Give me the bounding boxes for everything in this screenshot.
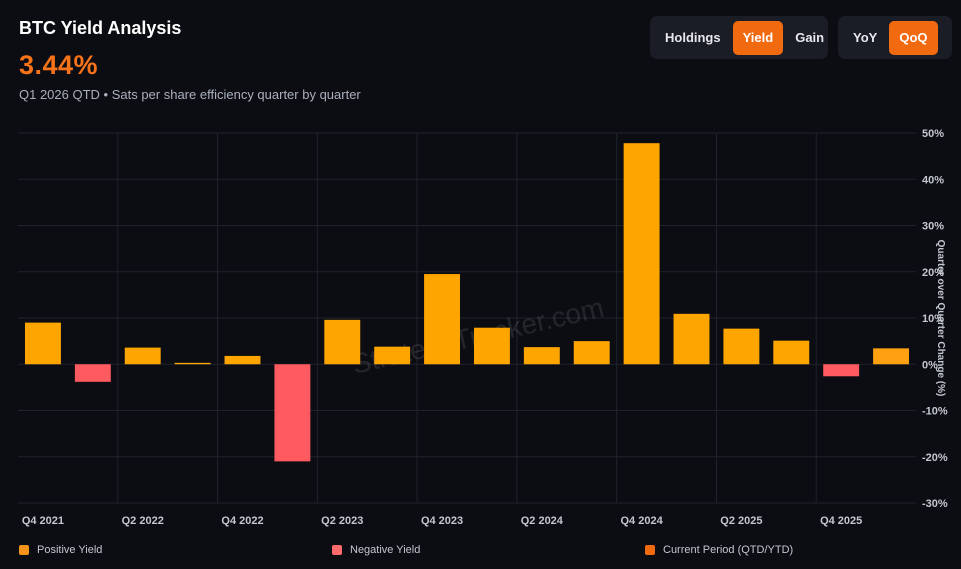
y-axis-title: Quarter over Quarter Change (%) (935, 240, 946, 397)
bar-q2-2024[interactable] (523, 347, 560, 365)
qoq-button[interactable]: QoQ (889, 20, 938, 55)
x-tick-label: Q4 2025 (820, 515, 862, 527)
period-toggle-group: YoY QoQ (838, 16, 952, 59)
legend-label-current: Current Period (QTD/YTD) (663, 544, 794, 556)
y-tick-label: 30% (922, 221, 944, 233)
bar-q3-2022[interactable] (174, 362, 211, 365)
bar-q4-2022[interactable] (224, 355, 261, 365)
x-tick-label: Q2 2023 (321, 515, 363, 527)
yield-button[interactable]: Yield (732, 20, 784, 55)
legend-swatch-negative (332, 545, 342, 555)
y-tick-label: -20% (922, 452, 948, 464)
bar-q2-2022[interactable] (124, 347, 161, 365)
bar-q2-2025[interactable] (723, 328, 760, 365)
bar-q3-2025[interactable] (773, 340, 810, 365)
bar-q2-2023[interactable] (324, 319, 361, 365)
bar-q3-2023[interactable] (374, 346, 411, 365)
metric-toggle-group: Holdings Yield Gain (650, 16, 828, 59)
y-tick-label: 50% (922, 128, 944, 140)
y-tick-label: 10% (922, 313, 944, 325)
bar-q1-2022[interactable] (74, 364, 111, 382)
legend-label-positive: Positive Yield (37, 544, 103, 556)
y-tick-label: 0% (922, 359, 938, 371)
legend-swatch-current (645, 545, 655, 555)
yoy-button[interactable]: YoY (853, 29, 878, 45)
x-tick-label: Q4 2022 (221, 515, 263, 527)
x-tick-label: Q4 2024 (621, 515, 664, 527)
bar-q1-2025[interactable] (673, 313, 710, 365)
bar-q1-2026[interactable] (873, 348, 910, 365)
current-yield-value: 3.44% (19, 50, 99, 80)
legend-label-negative: Negative Yield (350, 544, 421, 556)
bar-q1-2024[interactable] (473, 327, 510, 365)
bar-q4-2021[interactable] (24, 322, 61, 365)
legend-current[interactable]: Current Period (QTD/YTD) (645, 544, 793, 556)
y-tick-label: 40% (922, 174, 944, 186)
x-tick-label: Q2 2025 (720, 515, 762, 527)
bar-q3-2024[interactable] (573, 341, 610, 365)
x-tick-label: Q4 2023 (421, 515, 463, 527)
legend-swatch-positive (19, 545, 29, 555)
holdings-button[interactable]: Holdings (665, 29, 721, 45)
gain-button[interactable]: Gain (795, 29, 825, 45)
y-tick-label: -10% (922, 406, 948, 418)
chart-subtitle: Q1 2026 QTD • Sats per share efficiency … (19, 87, 361, 102)
legend-positive[interactable]: Positive Yield (19, 544, 102, 556)
x-tick-label: Q2 2024 (521, 515, 564, 527)
bar-q4-2024[interactable] (623, 143, 660, 365)
y-tick-label: 20% (922, 267, 944, 279)
x-tick-label: Q2 2022 (122, 515, 164, 527)
y-tick-label: -30% (922, 498, 948, 510)
bar-q4-2025[interactable] (823, 364, 860, 377)
x-tick-label: Q4 2021 (22, 515, 64, 527)
yield-bar-chart: StrategyTracker.com50%40%30%20%10%0%-10%… (18, 128, 948, 527)
chart-title: BTC Yield Analysis (19, 18, 182, 38)
legend-negative[interactable]: Negative Yield (332, 544, 420, 556)
bar-q1-2023[interactable] (274, 364, 311, 462)
bar-q4-2023[interactable] (424, 274, 461, 365)
